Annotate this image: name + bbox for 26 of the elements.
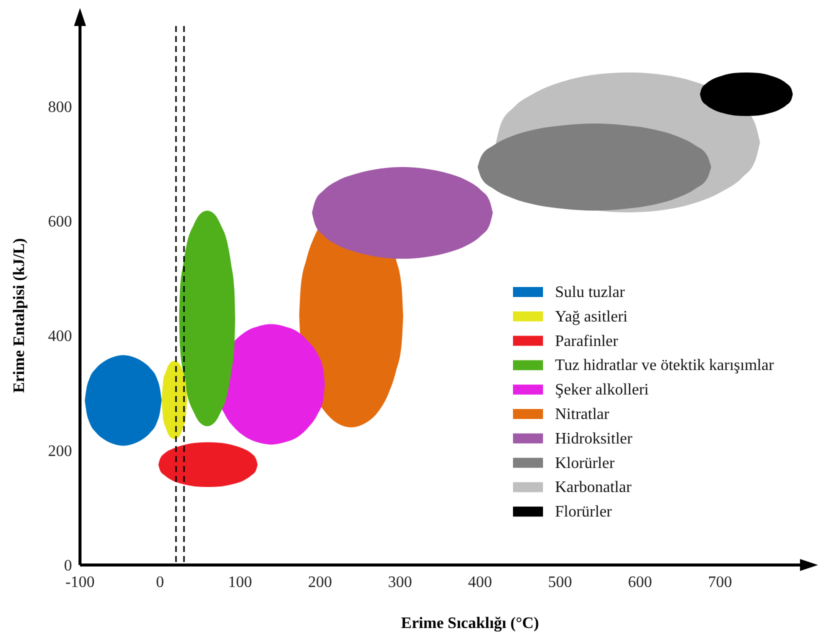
x-tick-label: 400 — [468, 574, 492, 591]
legend-label: Şeker alkolleri — [555, 382, 650, 399]
x-tick-label: 0 — [156, 574, 164, 591]
x-axis-title: Erime Sıcaklığı (°C) — [401, 615, 539, 632]
legend-label: Sulu tuzlar — [555, 284, 626, 301]
y-tick-label: 600 — [48, 214, 72, 231]
y-tick-label: 200 — [48, 442, 72, 460]
legend-label: Parafinler — [555, 332, 619, 350]
legend-label: Tuz hidratlar ve ötektik karışımlar — [555, 357, 775, 374]
y-tick-label: 400 — [48, 328, 72, 346]
x-tick-label: 600 — [628, 574, 652, 591]
x-tick-label: 700 — [708, 574, 732, 591]
x-tick-label: -100 — [65, 574, 95, 591]
y-axis-title: Erime Entalpisi (kJ/L) — [11, 238, 28, 393]
x-tick-label: 300 — [388, 574, 412, 591]
legend-label: Hidroksitler — [555, 430, 633, 448]
x-tick-label: 100 — [228, 574, 252, 591]
y-tick-label: 800 — [48, 98, 72, 116]
legend-label: Karbonatlar — [555, 479, 632, 496]
x-tick-label: 500 — [548, 574, 572, 591]
legend-label: Yağ asitleri — [555, 308, 628, 326]
legend-label: Klorürler — [555, 454, 616, 472]
legend-label: Florürler — [555, 504, 613, 521]
y-tick-label: 0 — [64, 558, 72, 575]
x-tick-label: 200 — [308, 574, 332, 591]
legend-label: Nitratlar — [555, 406, 610, 423]
